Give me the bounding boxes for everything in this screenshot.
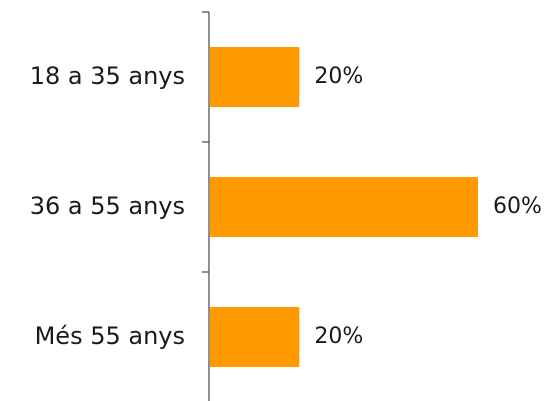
data-label: 20% — [314, 64, 363, 89]
category-label: 36 a 55 anys — [30, 192, 185, 220]
y-axis-ticks — [202, 11, 209, 273]
bar — [210, 307, 300, 367]
data-labels: 20% 60% 20% — [314, 64, 542, 349]
data-label: 60% — [493, 194, 542, 219]
category-labels: 18 a 35 anys 36 a 55 anys Més 55 anys — [30, 62, 185, 350]
bar — [210, 177, 478, 237]
category-label: Més 55 anys — [35, 322, 185, 350]
category-label: 18 a 35 anys — [30, 62, 185, 90]
bars — [210, 47, 478, 367]
bar — [210, 47, 300, 107]
data-label: 20% — [314, 324, 363, 349]
